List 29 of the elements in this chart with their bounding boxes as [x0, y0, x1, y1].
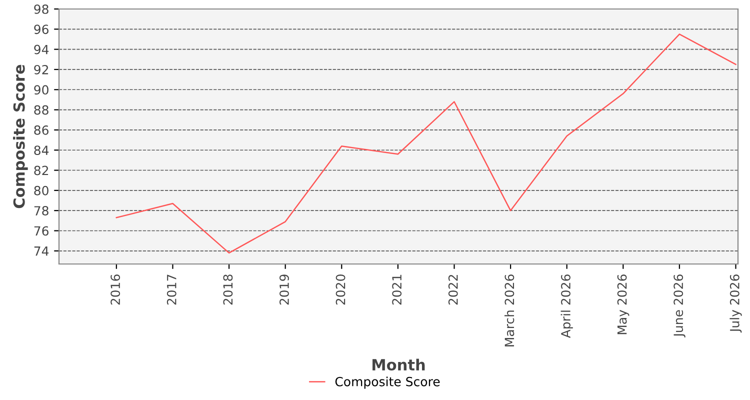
y-tick-label: 98	[34, 4, 48, 14]
y-tick-label: 86	[34, 125, 48, 135]
y-tick-label: 94	[34, 44, 49, 54]
y-tick-label: 78	[34, 206, 48, 216]
y-tick-label: 74	[34, 246, 49, 256]
x-tick-label: June 2026	[674, 274, 686, 338]
y-axis-title: Composite Score	[13, 64, 28, 208]
y-tick-label: 92	[34, 64, 48, 74]
legend-label: Composite Score	[335, 376, 440, 389]
x-tick-label: 2019	[280, 274, 289, 305]
y-tick-label: 80	[34, 186, 48, 196]
x-tick-label: July 2026	[730, 274, 742, 333]
x-tick-label: 2021	[392, 274, 402, 305]
y-tick-label: 90	[34, 85, 48, 95]
line-series	[116, 34, 736, 254]
x-tick-label: April 2026	[560, 274, 573, 338]
y-tick-label: 96	[34, 24, 48, 34]
y-tick-label: 84	[34, 146, 49, 156]
y-tick-label: 88	[34, 105, 48, 115]
x-tick-label: March 2026	[504, 274, 514, 346]
x-tick-label: 2018	[223, 274, 233, 305]
x-tick-label: 2017	[166, 274, 176, 305]
y-tick-label: 76	[34, 226, 48, 236]
x-axis-title: Month	[372, 358, 425, 371]
x-tick-label: 2020	[336, 274, 346, 305]
x-tick-label: 2022	[448, 274, 458, 305]
x-tick-label: 2016	[110, 274, 120, 305]
y-tick-label: 82	[34, 166, 48, 176]
x-tick-label: May 2026	[617, 274, 630, 334]
